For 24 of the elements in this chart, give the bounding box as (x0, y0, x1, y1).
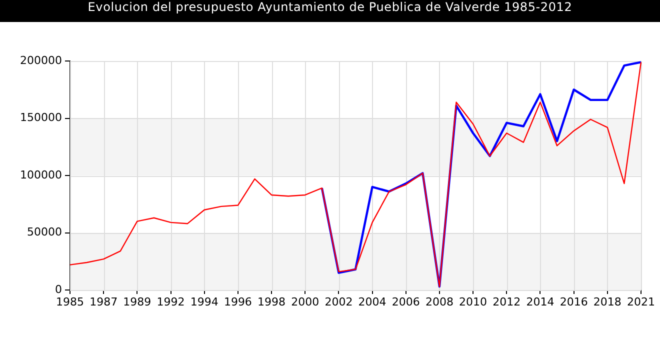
x-tick-label: 2006 (392, 295, 420, 308)
x-tick-label: 1992 (156, 295, 185, 308)
x-tick-label: 1985 (56, 295, 84, 308)
x-tick-label: 2021 (627, 295, 655, 308)
x-tick-label: 2004 (358, 295, 386, 308)
x-tick-label: 2018 (593, 295, 622, 308)
x-tick-label: 1987 (90, 295, 118, 308)
x-tick-label: 2016 (560, 295, 588, 308)
x-tick-label: 2002 (324, 295, 353, 308)
x-tick-label: 2000 (291, 295, 320, 308)
y-tick-label: 0 (55, 282, 62, 296)
x-tick-label: 1989 (123, 295, 152, 308)
y-tick-label: 50000 (27, 226, 62, 239)
x-tick-label: 1998 (258, 295, 286, 308)
y-tick-label: 100000 (20, 168, 62, 182)
y-tick-label: 150000 (20, 111, 62, 124)
x-tick-label: 2010 (459, 295, 488, 308)
x-tick-label: 2012 (492, 295, 521, 308)
y-tick-label: 200000 (20, 54, 62, 67)
chart-title: Evolucion del presupuesto Ayuntamiento de Pueblica de Valverde 1985-2012 (0, 0, 660, 22)
x-tick-label: 2008 (425, 295, 454, 308)
x-tick-label: 1996 (224, 295, 252, 308)
x-tick-label: 2014 (526, 295, 554, 308)
x-tick-label: 1994 (190, 295, 218, 308)
